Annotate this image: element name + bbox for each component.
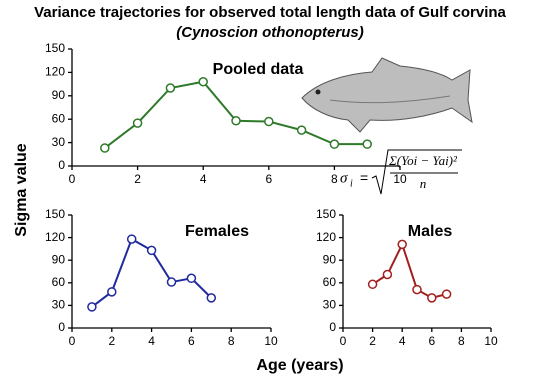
x-tick-label: 0 [340, 334, 347, 348]
x-tick-label: 4 [399, 334, 406, 348]
formula-equals: = [360, 170, 368, 186]
x-tick-label: 2 [369, 334, 376, 348]
data-point [146, 245, 157, 256]
y-tick-label: 0 [58, 320, 65, 334]
data-point [329, 139, 340, 149]
x-tick-label: 10 [393, 172, 407, 186]
x-tick-label: 10 [264, 334, 278, 348]
data-point [296, 125, 307, 135]
figure-subtitle: (Cynoscion othonopterus) [176, 24, 364, 41]
y-tick-label: 0 [58, 158, 65, 172]
data-point [397, 239, 407, 250]
data-point [367, 279, 378, 290]
x-tick-label: 8 [458, 334, 465, 348]
fish-illustration [301, 57, 473, 133]
data-point [231, 116, 241, 126]
data-point [132, 118, 143, 128]
panel-title: Pooled data [213, 61, 304, 78]
formula: σ i = Σ(Yoi − Yai)² n [340, 149, 462, 195]
data-point [264, 116, 274, 127]
data-point [427, 293, 437, 303]
data-point [166, 277, 177, 287]
y-tick-label: 30 [52, 298, 66, 312]
figure-title: Variance trajectories for observed total… [34, 4, 506, 21]
y-tick-label: 150 [45, 207, 65, 221]
formula-denominator: n [420, 176, 427, 191]
data-point [100, 143, 110, 153]
data-point [412, 284, 422, 295]
x-tick-label: 6 [428, 334, 435, 348]
data-point [126, 234, 137, 244]
formula-lhs: σ [340, 170, 348, 186]
data-point [382, 269, 393, 280]
series-line [372, 241, 447, 299]
y-tick-label: 30 [52, 135, 66, 149]
y-tick-label: 120 [45, 230, 65, 244]
y-tick-label: 60 [52, 111, 66, 125]
y-axis-label: Sigma value [13, 143, 30, 236]
y-tick-label: 60 [323, 275, 337, 289]
x-tick-label: 6 [265, 172, 272, 186]
panel-title: Females [185, 223, 249, 240]
x-tick-label: 8 [331, 172, 338, 186]
data-point [186, 273, 197, 284]
y-tick-label: 120 [316, 230, 336, 244]
y-tick-label: 120 [45, 65, 65, 79]
data-point [87, 302, 97, 312]
x-tick-label: 2 [108, 334, 115, 348]
data-point [206, 293, 217, 303]
x-tick-label: 4 [200, 172, 207, 186]
y-tick-label: 90 [52, 252, 66, 266]
y-tick-label: 0 [329, 320, 336, 334]
data-point [107, 287, 117, 297]
data-point [165, 83, 176, 93]
data-point [198, 77, 208, 87]
y-tick-label: 90 [52, 88, 66, 102]
y-tick-label: 30 [323, 298, 337, 312]
x-tick-label: 6 [188, 334, 195, 348]
formula-numerator: Σ(Yoi − Yai)² [388, 153, 458, 168]
y-tick-label: 60 [52, 275, 66, 289]
x-tick-label: 10 [484, 334, 498, 348]
x-tick-label: 4 [148, 334, 155, 348]
data-point [362, 139, 372, 149]
x-tick-label: 0 [69, 172, 76, 186]
x-axis-label: Age (years) [256, 357, 343, 374]
formula-lhs-sub: i [350, 178, 353, 189]
panel-title: Males [408, 223, 453, 240]
y-tick-label: 90 [323, 252, 337, 266]
x-tick-label: 2 [134, 172, 141, 186]
data-point [441, 289, 452, 299]
x-tick-label: 8 [228, 334, 235, 348]
y-tick-label: 150 [316, 207, 336, 221]
y-tick-label: 150 [45, 41, 65, 55]
x-tick-label: 0 [69, 334, 76, 348]
